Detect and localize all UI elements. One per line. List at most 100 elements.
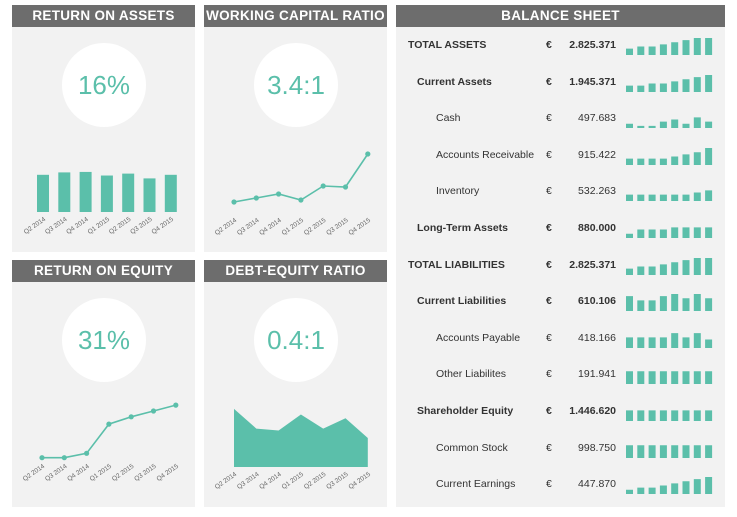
spark-bar [648,46,656,55]
balance-sheet-rows: TOTAL ASSETS €2.825.371 Current Assets €1.9… [396,5,725,507]
row-value: 447.870 [578,478,616,491]
spark-bar [659,44,667,55]
balance-sheet-row: Common Stock €998.750 [396,439,726,459]
spark-bar [682,123,690,129]
spark-bar [659,158,667,165]
spark-bar [659,444,667,458]
row-label: Common Stock [436,441,508,454]
balance-sheet-row: Accounts Receivable €915.422 [396,146,726,166]
balance-sheet-row: Cash €497.683 [396,109,726,129]
bar [100,175,113,212]
spark-bar [637,371,645,385]
x-tick-label: Q1 2015 [281,217,306,237]
x-tick-label: Q4 2014 [258,471,283,491]
balance-sheet-row: Accounts Payable €418.166 [396,329,726,349]
x-tick-label: Q4 2014 [65,216,90,236]
spark-bar [626,337,633,348]
spark-bar [682,154,690,165]
spark-bar [682,195,690,202]
spark-bar [705,371,713,385]
spark-bar [659,229,667,238]
x-tick-label: Q2 2015 [108,216,133,236]
x-tick-label: Q3 2014 [236,471,261,491]
x-tick-label: Q3 2014 [44,463,69,483]
return-on-equity-title: RETURN ON EQUITY [12,260,195,282]
spark-bar [705,38,713,55]
spark-bar [659,485,667,495]
spark-bar [648,158,656,165]
row-value: 2.825.371 [569,39,616,51]
spark-bar [682,227,690,238]
sparkline-bars [626,227,713,238]
x-tick-label: Q3 2015 [129,216,154,236]
spark-bar [659,263,667,275]
x-tick-label: Q2 2015 [303,217,328,237]
currency-symbol: € [546,258,552,271]
balance-sheet-row: Inventory €532.263 [396,182,726,202]
spark-bar [693,76,701,92]
bar [122,173,135,212]
sparkline-bars [626,294,713,312]
spark-bar [626,195,633,202]
spark-bar [659,121,667,129]
row-label: TOTAL LIABILITIES [408,258,505,271]
spark-bar [671,261,679,275]
x-tick-label: Q4 2015 [348,471,373,491]
spark-bar [626,233,633,238]
spark-bar [705,298,713,312]
spark-bar [693,38,701,55]
x-tick-label: Q4 2015 [348,217,373,237]
spark-bar [637,487,645,495]
spark-bar [682,337,690,348]
spark-bar [626,268,633,275]
spark-bar [693,410,701,421]
spark-bar [682,371,690,385]
row-label: TOTAL ASSETS [408,39,487,51]
spark-bar [693,192,701,202]
row-label: Accounts Payable [436,331,521,344]
spark-bar [682,444,690,458]
balance-sheet-row: Long-Term Assets €880.000 [396,219,726,239]
spark-bar [648,83,656,92]
spark-bar [671,410,679,421]
data-point [106,421,112,427]
spark-bar [671,371,679,385]
sparkline-bars [626,444,713,458]
data-point [231,199,237,205]
spark-bar [648,266,656,275]
working-capital-ratio-title: WORKING CAPITAL RATIO [204,5,387,27]
sparkline-bars [626,257,713,275]
spark-bar [693,257,701,275]
series-line [233,153,369,203]
balance-sheet-title: BALANCE SHEET [396,5,725,27]
currency-symbol: € [546,295,552,308]
spark-bar [671,42,679,55]
spark-bar [705,190,713,202]
sparkline-bars [626,332,713,348]
sparkline-bars [626,147,713,165]
spark-bar [693,294,701,312]
spark-bar [682,298,690,312]
row-label: Current Liabilities [417,295,507,308]
data-point [173,402,179,408]
spark-bar [682,481,690,495]
return-on-assets-title: RETURN ON ASSETS [12,5,195,27]
spark-bar [637,337,645,348]
data-point [342,184,349,190]
return-on-assets-value: 16% [62,43,146,127]
row-label: Other Liabilites [436,368,507,381]
x-tick-label: Q2 2014 [23,216,48,236]
spark-bar [671,444,679,458]
spark-bar [705,477,713,495]
data-point [61,455,67,461]
currency-symbol: € [546,75,552,88]
currency-symbol: € [546,405,552,417]
spark-bar [648,371,656,385]
spark-bar [659,296,667,312]
debt-equity-ratio-panel: DEBT-EQUITY RATIO 0.4:1 Q2 2014 Q3 2014 Q4… [204,260,387,507]
spark-bar [693,479,701,495]
row-value: 191.941 [578,368,616,381]
spark-bar [626,371,633,385]
spark-bar [671,332,679,348]
